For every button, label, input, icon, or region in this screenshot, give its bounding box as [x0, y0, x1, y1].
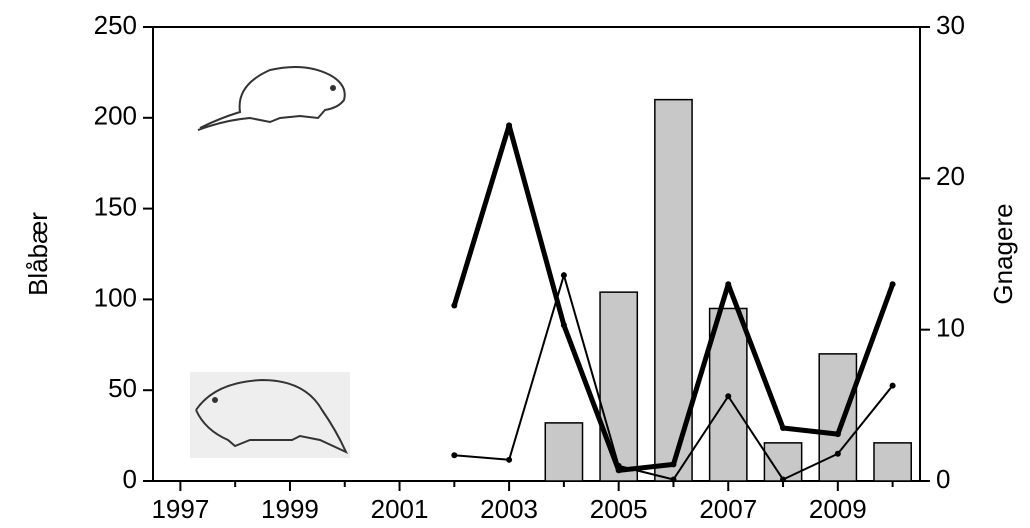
- point: [889, 281, 896, 288]
- y-tick-label: 50: [108, 373, 137, 403]
- point: [670, 461, 677, 468]
- y-axis-label: Blåbær: [23, 212, 53, 296]
- y2-tick-label: 20: [936, 161, 965, 191]
- point: [834, 431, 841, 438]
- bar: [599, 291, 639, 482]
- lemming-photo-bg: [190, 372, 350, 458]
- x-tick-label: 2003: [480, 494, 538, 524]
- point: [834, 450, 841, 457]
- y2-tick-label: 0: [936, 464, 950, 494]
- point: [670, 476, 677, 483]
- point: [780, 476, 787, 483]
- bar: [873, 442, 912, 482]
- vole-drawing: [197, 65, 346, 131]
- y2-axis-label: Gnagere: [988, 203, 1018, 304]
- y-tick-label: 250: [94, 10, 137, 40]
- point: [560, 272, 567, 279]
- bar: [544, 422, 584, 482]
- point: [506, 122, 513, 129]
- point: [451, 452, 458, 459]
- point: [615, 462, 622, 469]
- bar: [818, 353, 858, 482]
- y-tick-label: 200: [94, 101, 137, 131]
- x-tick-label: 2005: [590, 494, 648, 524]
- point: [560, 322, 567, 329]
- x-tick-label: 1997: [151, 494, 209, 524]
- bar: [763, 442, 803, 482]
- y-tick-label: 150: [94, 191, 137, 221]
- point: [725, 393, 732, 400]
- x-tick-label: 2007: [699, 494, 757, 524]
- y2-tick-label: 10: [936, 313, 965, 343]
- lemming-drawing: [195, 378, 349, 455]
- point: [780, 425, 787, 432]
- y2-tick-label: 30: [936, 10, 965, 40]
- y-tick-label: 100: [94, 282, 137, 312]
- point: [889, 382, 896, 389]
- point: [725, 281, 732, 288]
- plot-frame: [152, 26, 921, 482]
- x-tick-label: 1999: [261, 494, 319, 524]
- point: [451, 302, 458, 309]
- point: [506, 456, 513, 463]
- x-tick-label: 2009: [809, 494, 867, 524]
- y-tick-label: 0: [123, 464, 137, 494]
- point: [615, 467, 622, 474]
- x-tick-label: 2001: [371, 494, 429, 524]
